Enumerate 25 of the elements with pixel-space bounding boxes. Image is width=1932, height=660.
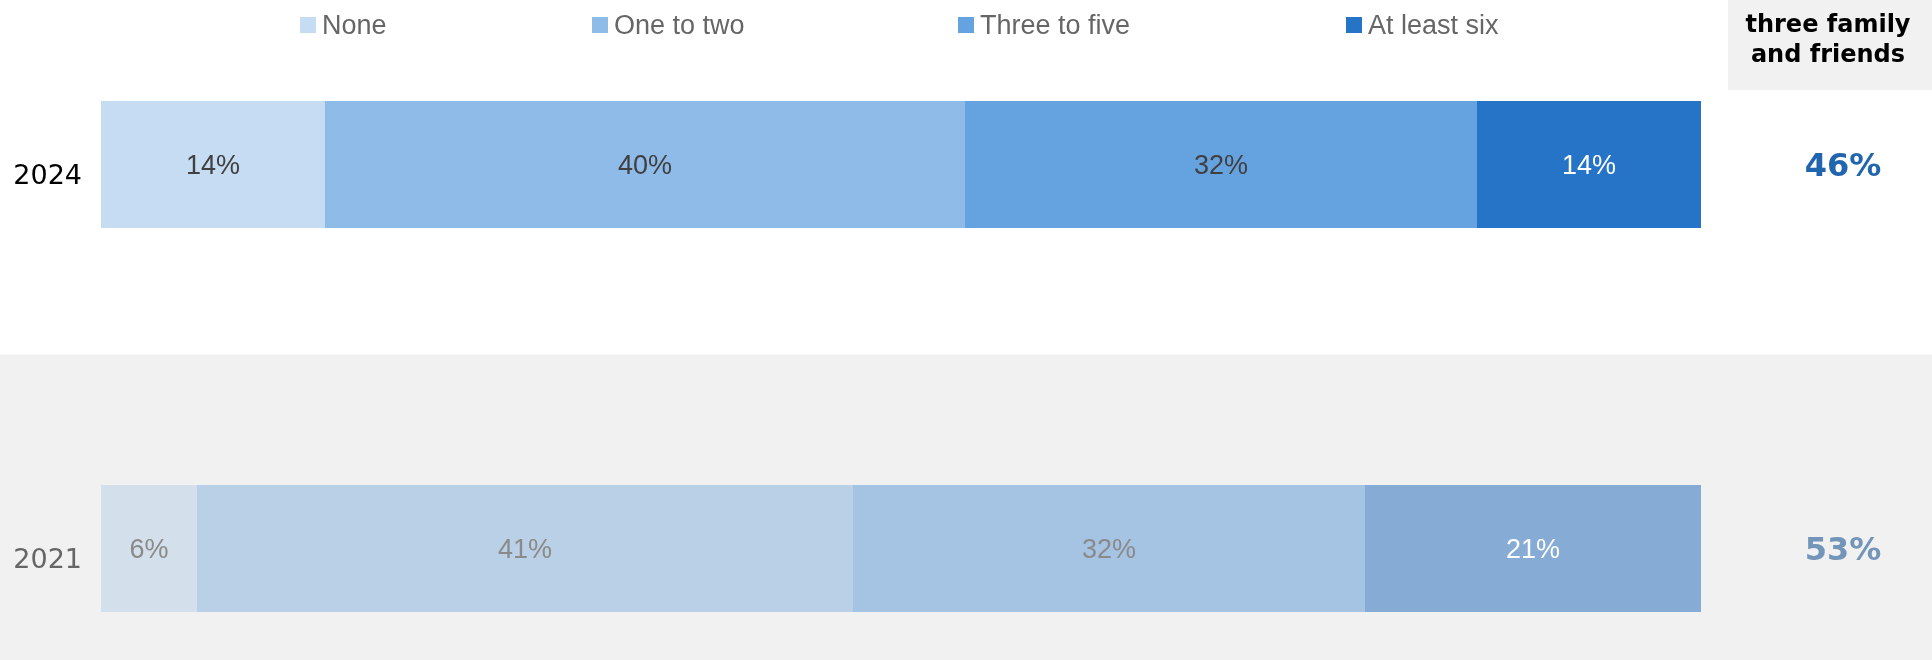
y-tick-label: 2024 [13, 158, 82, 190]
data-label: 41% [497, 533, 553, 564]
bar [101, 485, 197, 612]
data-label: 32% [1193, 149, 1249, 180]
text: 46% [1804, 145, 1882, 184]
bar [1477, 101, 1701, 228]
legend-label: None [322, 10, 387, 41]
text: 53% [1804, 529, 1882, 568]
text: three family and friends [1745, 10, 1911, 68]
legend-label: At least six [1368, 10, 1500, 41]
data-label: 32% [1081, 533, 1137, 564]
bar [325, 101, 965, 228]
bar [965, 101, 1477, 228]
bar [853, 485, 1365, 612]
bar [1365, 485, 1701, 612]
legend-label: One to two [614, 10, 745, 41]
data-label: 14% [1561, 149, 1617, 180]
data-label: 40% [617, 149, 673, 180]
data-label: 21% [1505, 533, 1561, 564]
data-label: 6% [129, 533, 169, 564]
bar [197, 485, 853, 612]
legend-label: Three to five [980, 10, 1131, 41]
data-label: 14% [185, 149, 241, 180]
bar [101, 101, 325, 228]
y-tick-label: 2021 [13, 542, 82, 574]
